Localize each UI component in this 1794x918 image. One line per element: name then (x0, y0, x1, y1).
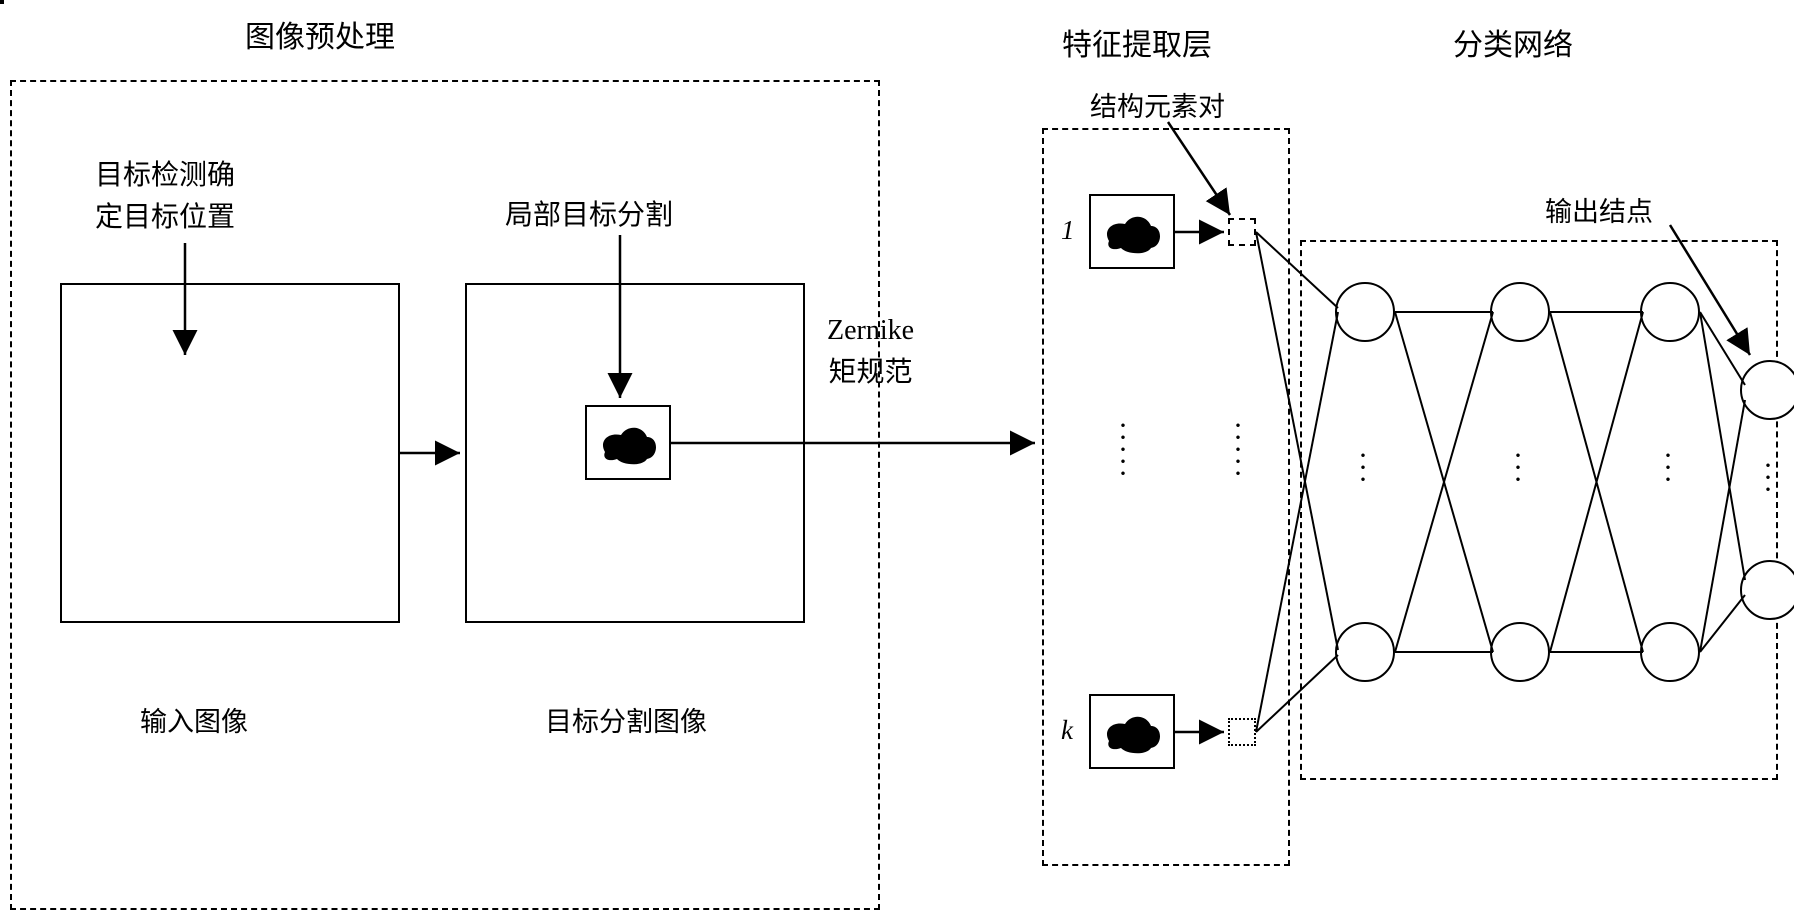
struct-element-k (0, 0, 4, 4)
caption-input-image: 输入图像 (140, 700, 248, 739)
label-zernike: Zernike 矩规范 (827, 310, 914, 394)
hidden-node (1490, 622, 1550, 682)
dots-output: ··· (1763, 460, 1773, 496)
feature-sample-1 (1089, 194, 1175, 269)
input-image-box (60, 283, 400, 623)
hidden-node (1640, 282, 1700, 342)
index-1: 1 (1061, 215, 1075, 246)
blob-icon (1091, 696, 1177, 771)
output-node (1740, 360, 1794, 420)
title-feature-layer: 特征提取层 (1062, 20, 1212, 64)
dots-col3: ··· (1663, 450, 1673, 486)
dots-feature-left: ····· (1118, 420, 1128, 480)
label-zernike-line2: 矩规范 (829, 357, 913, 388)
feature-sample-k (1089, 694, 1175, 769)
hidden-node (1490, 282, 1550, 342)
label-struct-elem: 结构元素对 (1090, 85, 1225, 124)
output-node (1740, 560, 1794, 620)
index-k: k (1061, 715, 1073, 746)
hidden-node (1335, 622, 1395, 682)
dots-feature-right: ····· (1233, 420, 1243, 480)
blob-icon (587, 407, 673, 482)
dots-col1: ··· (1358, 450, 1368, 486)
diagram-canvas: 图像预处理 特征提取层 分类网络 目标检测确 定目标位置 局部目标分割 Zern… (0, 0, 1794, 918)
struct-element-1 (1228, 218, 1256, 246)
small-segment-box (585, 405, 671, 480)
struct-element-k-box (1228, 718, 1256, 746)
label-zernike-line1: Zernike (827, 315, 914, 346)
title-classifier-net: 分类网络 (1453, 20, 1573, 64)
dots-col2: ··· (1513, 450, 1523, 486)
title-preprocessing: 图像预处理 (245, 12, 395, 56)
caption-seg-image: 目标分割图像 (545, 700, 707, 739)
blob-icon (1091, 196, 1177, 271)
label-target-detect: 目标检测确 定目标位置 (95, 155, 275, 239)
label-target-detect-line2: 定目标位置 (95, 202, 235, 233)
hidden-node (1640, 622, 1700, 682)
label-output-node: 输出结点 (1545, 190, 1653, 229)
label-local-seg: 局部目标分割 (505, 195, 673, 237)
hidden-node (1335, 282, 1395, 342)
label-target-detect-line1: 目标检测确 (95, 160, 235, 191)
